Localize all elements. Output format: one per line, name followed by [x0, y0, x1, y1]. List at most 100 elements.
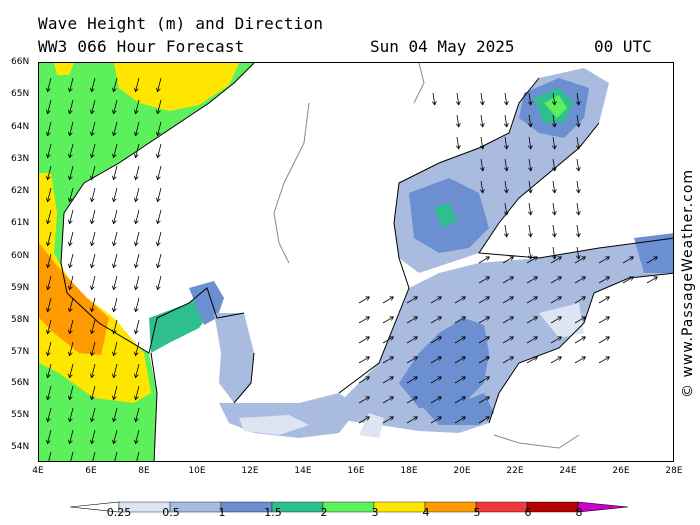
wave-arrow	[551, 158, 557, 172]
lat-label: 65N	[11, 89, 30, 99]
lat-label: 64N	[11, 122, 30, 132]
wave-arrow	[90, 99, 96, 115]
wave-arrow	[406, 316, 419, 324]
wave-arrow	[646, 276, 659, 284]
wave-arrow	[526, 256, 539, 264]
forecast-subtitle: WW3 066 Hour Forecast	[38, 37, 245, 56]
wave-arrow	[622, 276, 635, 284]
kattegat-waves	[214, 313, 359, 438]
wave-arrow	[479, 92, 485, 106]
wave-arrow	[527, 202, 533, 216]
legend-label: 4	[422, 506, 430, 519]
wave-arrow	[550, 296, 563, 304]
legend-swatch	[373, 501, 426, 513]
wave-arrow	[382, 396, 395, 404]
wave-arrow	[551, 114, 557, 128]
wave-arrow	[90, 407, 96, 423]
wave-arrow	[478, 296, 491, 304]
wave-arrow	[478, 336, 491, 344]
wave-arrow	[134, 231, 140, 247]
wave-arrow	[527, 158, 533, 172]
wave-arrow	[90, 209, 96, 225]
wave-arrow	[358, 336, 371, 344]
lon-label: 6E	[85, 466, 97, 476]
wave-arrow	[68, 253, 74, 269]
wave-arrow	[112, 209, 118, 225]
wave-arrow	[430, 376, 443, 384]
wave-arrow	[430, 416, 443, 424]
wave-arrow	[454, 356, 467, 364]
wave-arrow	[48, 451, 52, 461]
wave-arrow	[112, 253, 118, 269]
wave-map-svg	[39, 63, 673, 461]
wave-arrow	[156, 143, 162, 159]
lat-label: 66N	[11, 57, 30, 67]
wave-arrow	[68, 187, 74, 203]
wave-arrow	[455, 136, 461, 150]
wave-arrow	[598, 276, 611, 284]
wave-arrow	[406, 356, 419, 364]
wave-arrow	[358, 396, 371, 404]
wave-arrow	[502, 356, 515, 364]
wave-arrow	[478, 416, 491, 424]
wave-arrow	[526, 296, 539, 304]
wave-arrow	[68, 209, 74, 225]
wave-arrow	[90, 121, 96, 137]
wave-arrow	[156, 77, 162, 93]
wave-arrow	[68, 143, 74, 159]
wave-arrow	[551, 92, 557, 106]
wave-arrow	[454, 416, 467, 424]
legend-label: 6	[524, 506, 532, 519]
lat-label: 55N	[11, 410, 30, 420]
wave-arrow	[503, 202, 509, 216]
wave-arrow	[46, 275, 52, 291]
wave-arrow	[46, 297, 52, 313]
wave-arrow	[382, 356, 395, 364]
wave-arrow	[551, 136, 557, 150]
wave-arrow	[68, 165, 74, 181]
wave-arrow	[90, 297, 96, 313]
wave-arrow	[134, 209, 140, 225]
wave-arrow	[550, 336, 563, 344]
wave-arrow	[503, 158, 509, 172]
wave-arrow	[575, 180, 581, 194]
legend-swatch	[526, 501, 579, 513]
wave-arrow	[112, 99, 118, 115]
wave-arrow	[112, 407, 118, 423]
wave-arrow	[68, 297, 74, 313]
wave-arrow	[68, 121, 74, 137]
wave-arrow	[431, 92, 437, 106]
wave-arrow	[551, 202, 557, 216]
wave-arrow	[503, 224, 509, 238]
wave-arrow	[112, 187, 118, 203]
wave-arrow	[382, 336, 395, 344]
lon-label: 24E	[559, 466, 577, 476]
wave-arrow	[112, 77, 118, 93]
wave-arrow	[430, 296, 443, 304]
wave-arrow	[430, 336, 443, 344]
wave-arrow	[478, 376, 491, 384]
baltic-waves	[339, 233, 673, 438]
wave-arrow	[46, 99, 52, 115]
wave-arrow	[134, 275, 140, 291]
wave-arrow	[68, 77, 74, 93]
wave-arrow	[575, 158, 581, 172]
wave-arrow	[156, 99, 162, 115]
wave-arrow	[478, 356, 491, 364]
map-title: Wave Height (m) and Direction	[38, 14, 324, 33]
wave-arrow	[479, 136, 485, 150]
wave-arrow	[136, 451, 140, 461]
wave-arrow	[527, 246, 533, 260]
wave-arrow	[478, 276, 491, 284]
lat-label: 56N	[11, 378, 30, 388]
wave-arrow	[478, 256, 491, 264]
wave-arrow	[68, 99, 74, 115]
wave-arrow	[46, 363, 52, 379]
wave-arrow	[46, 407, 52, 423]
lat-label: 62N	[11, 186, 30, 196]
wave-arrow	[406, 336, 419, 344]
wave-arrow	[598, 316, 611, 324]
wave-arrow	[454, 316, 467, 324]
lon-label: 28E	[665, 466, 683, 476]
wave-arrow	[358, 296, 371, 304]
